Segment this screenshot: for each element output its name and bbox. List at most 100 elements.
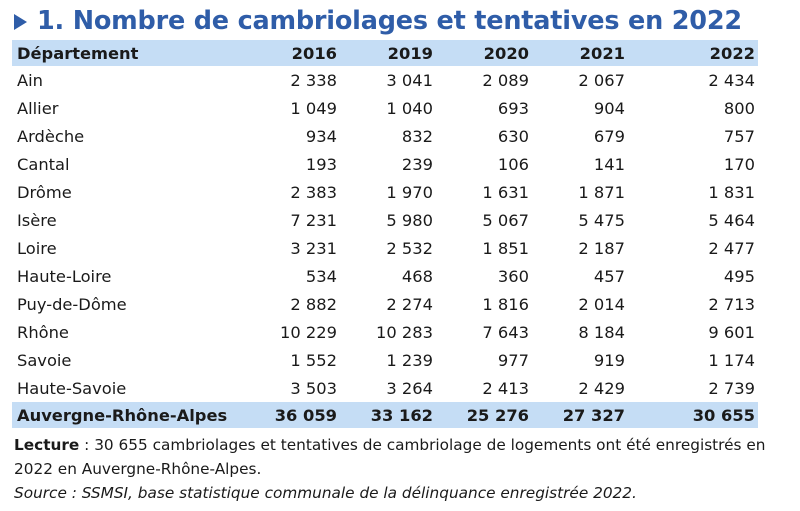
value-cell: 2 089 — [482, 70, 529, 90]
value-cell: 2 882 — [290, 294, 337, 314]
lecture-label: Lecture — [14, 436, 80, 454]
total-cell: 33 162 — [370, 405, 433, 425]
value-cell: 239 — [401, 154, 433, 174]
source-note: Source : SSMSI, base statistique communa… — [14, 484, 637, 502]
header-cell: Département — [17, 43, 139, 63]
value-cell: 693 — [497, 98, 529, 118]
total-cell: 36 059 — [274, 405, 337, 425]
value-cell: 8 184 — [578, 322, 625, 342]
value-cell: 2 429 — [578, 378, 625, 398]
total-cell: 30 655 — [692, 405, 755, 425]
value-cell: 2 338 — [290, 70, 337, 90]
value-cell: 1 239 — [386, 350, 433, 370]
department-cell: Cantal — [17, 154, 70, 174]
value-cell: 193 — [305, 154, 337, 174]
value-cell: 5 475 — [578, 210, 625, 230]
value-cell: 757 — [723, 126, 755, 146]
value-cell: 1 040 — [386, 98, 433, 118]
value-cell: 468 — [401, 266, 433, 286]
table-row: Ardèche 934 832 630 679 757 — [12, 122, 758, 150]
department-cell: Puy-de-Dôme — [17, 294, 127, 314]
value-cell: 170 — [723, 154, 755, 174]
table-row: Haute-Savoie 3 503 3 264 2 413 2 429 2 739 — [12, 374, 758, 402]
value-cell: 1 816 — [482, 294, 529, 314]
value-cell: 7 231 — [290, 210, 337, 230]
value-cell: 919 — [593, 350, 625, 370]
department-cell: Haute-Savoie — [17, 378, 127, 398]
value-cell: 832 — [401, 126, 433, 146]
value-cell: 141 — [593, 154, 625, 174]
value-cell: 5 464 — [708, 210, 755, 230]
table-row: Rhône 10 229 10 283 7 643 8 184 9 601 — [12, 318, 758, 346]
value-cell: 800 — [723, 98, 755, 118]
value-cell: 1 871 — [578, 182, 625, 202]
table-row: Drôme 2 383 1 970 1 631 1 871 1 831 — [12, 178, 758, 206]
total-cell: 25 276 — [466, 405, 529, 425]
value-cell: 7 643 — [482, 322, 529, 342]
triangle-bullet-icon — [14, 14, 27, 30]
lecture-text: : 30 655 cambriolages et tentatives de c… — [14, 436, 766, 478]
value-cell: 360 — [497, 266, 529, 286]
value-cell: 2 739 — [708, 378, 755, 398]
title-row: 1. Nombre de cambriolages et tentatives … — [14, 3, 742, 39]
value-cell: 5 067 — [482, 210, 529, 230]
value-cell: 1 552 — [290, 350, 337, 370]
value-cell: 630 — [497, 126, 529, 146]
value-cell: 2 187 — [578, 238, 625, 258]
header-cell: 2020 — [483, 43, 529, 63]
department-cell: Allier — [17, 98, 59, 118]
value-cell: 1 174 — [708, 350, 755, 370]
header-cell: 2021 — [579, 43, 625, 63]
value-cell: 10 229 — [280, 322, 337, 342]
notes: Lecture : 30 655 cambriolages et tentati… — [14, 433, 794, 505]
value-cell: 495 — [723, 266, 755, 286]
value-cell: 2 383 — [290, 182, 337, 202]
value-cell: 2 434 — [708, 70, 755, 90]
value-cell: 934 — [305, 126, 337, 146]
table-row: Savoie 1 552 1 239 977 919 1 174 — [12, 346, 758, 374]
table-row: Loire 3 231 2 532 1 851 2 187 2 477 — [12, 234, 758, 262]
value-cell: 2 067 — [578, 70, 625, 90]
value-cell: 2 274 — [386, 294, 433, 314]
lecture-note: Lecture : 30 655 cambriolages et tentati… — [14, 433, 794, 481]
department-cell: Rhône — [17, 322, 69, 342]
value-cell: 1 631 — [482, 182, 529, 202]
value-cell: 534 — [305, 266, 337, 286]
value-cell: 1 970 — [386, 182, 433, 202]
department-cell: Ardèche — [17, 126, 85, 146]
total-row: Auvergne-Rhône-Alpes 36 059 33 162 25 27… — [12, 402, 758, 428]
table-row: Haute-Loire 534 468 360 457 495 — [12, 262, 758, 290]
table-title: 1. Nombre de cambriolages et tentatives … — [37, 6, 742, 36]
table-row: Allier 1 049 1 040 693 904 800 — [12, 94, 758, 122]
table-row: Puy-de-Dôme 2 882 2 274 1 816 2 014 2 713 — [12, 290, 758, 318]
table-row: Cantal 193 239 106 141 170 — [12, 150, 758, 178]
table-row: Isère 7 231 5 980 5 067 5 475 5 464 — [12, 206, 758, 234]
value-cell: 5 980 — [386, 210, 433, 230]
header-cell: 2022 — [709, 43, 755, 63]
value-cell: 2 532 — [386, 238, 433, 258]
value-cell: 679 — [593, 126, 625, 146]
value-cell: 2 413 — [482, 378, 529, 398]
table-row: Ain 2 338 3 041 2 089 2 067 2 434 — [12, 66, 758, 94]
value-cell: 1 851 — [482, 238, 529, 258]
value-cell: 2 477 — [708, 238, 755, 258]
header-cell: 2016 — [291, 43, 337, 63]
department-cell: Loire — [17, 238, 57, 258]
data-table: Département 2016 2019 2020 2021 2022 Ain… — [12, 40, 758, 428]
department-cell: Haute-Loire — [17, 266, 112, 286]
value-cell: 1 049 — [290, 98, 337, 118]
value-cell: 1 831 — [708, 182, 755, 202]
department-cell: Ain — [17, 70, 43, 90]
total-cell: Auvergne-Rhône-Alpes — [17, 405, 228, 425]
value-cell: 2 014 — [578, 294, 625, 314]
value-cell: 2 713 — [708, 294, 755, 314]
value-cell: 3 041 — [386, 70, 433, 90]
total-cell: 27 327 — [562, 405, 625, 425]
header-row: Département 2016 2019 2020 2021 2022 — [12, 40, 758, 66]
department-cell: Drôme — [17, 182, 72, 202]
table-body: Ain 2 338 3 041 2 089 2 067 2 434 Allier 1 049 1… — [12, 66, 758, 402]
department-cell: Savoie — [17, 350, 72, 370]
value-cell: 977 — [497, 350, 529, 370]
value-cell: 106 — [497, 154, 529, 174]
value-cell: 3 503 — [290, 378, 337, 398]
